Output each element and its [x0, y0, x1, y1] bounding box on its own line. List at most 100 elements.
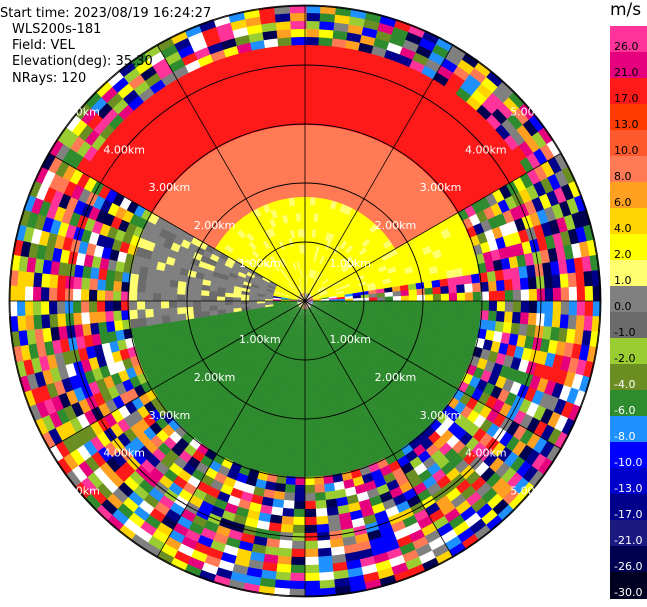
- range-gate: [76, 139, 93, 158]
- range-gate: [305, 76, 318, 86]
- range-gate: [242, 483, 256, 495]
- range-gate: [253, 104, 267, 116]
- range-gate: [271, 498, 285, 509]
- range-gate: [287, 254, 293, 264]
- range-gate: [305, 301, 308, 310]
- range-gate: [347, 275, 357, 282]
- range-gate: [274, 433, 284, 444]
- range-gate: [547, 156, 563, 176]
- range-gate: [292, 253, 297, 263]
- range-gate: [112, 75, 130, 93]
- range-gate: [82, 423, 98, 441]
- range-gate: [351, 363, 361, 373]
- range-gate: [48, 286, 58, 301]
- range-gate: [380, 340, 391, 350]
- range-gate: [254, 272, 264, 280]
- range-gate: [317, 254, 323, 264]
- range-gate: [309, 324, 314, 333]
- range-gate: [294, 331, 299, 341]
- range-gate: [308, 268, 312, 278]
- range-gate: [282, 307, 291, 313]
- range-gate: [358, 91, 373, 104]
- range-gate: [483, 206, 496, 221]
- range-gate: [496, 483, 514, 501]
- range-gate: [234, 281, 244, 288]
- range-gate: [419, 261, 430, 271]
- range-gate: [292, 279, 298, 288]
- range-gate: [345, 494, 359, 506]
- range-gate: [103, 235, 116, 250]
- range-gate: [304, 412, 312, 422]
- range-gate: [378, 265, 388, 273]
- range-gate: [468, 355, 481, 368]
- range-gate: [344, 233, 353, 243]
- range-gate: [515, 460, 532, 479]
- range-gate: [274, 252, 282, 261]
- range-gate: [265, 381, 274, 391]
- range-gate: [352, 341, 362, 350]
- range-gate: [324, 360, 331, 370]
- range-gate: [324, 232, 332, 242]
- range-gate: [240, 57, 257, 70]
- range-gate: [133, 100, 150, 117]
- range-gate: [351, 265, 361, 274]
- range-gate: [543, 206, 557, 224]
- range-gate: [181, 481, 197, 496]
- range-gate: [136, 282, 146, 293]
- range-gate: [377, 22, 396, 36]
- range-gate: [338, 261, 348, 270]
- range-gate: [330, 366, 338, 377]
- range-gate: [454, 499, 472, 516]
- range-gate: [62, 163, 78, 182]
- range-gate: [269, 338, 277, 347]
- range-ring-label: 1.00km: [329, 257, 371, 270]
- range-gate: [525, 401, 540, 419]
- range-gate: [363, 363, 374, 373]
- range-gate: [349, 315, 359, 322]
- range-gate: [276, 333, 284, 342]
- range-gate: [373, 240, 384, 250]
- range-gate: [282, 157, 292, 167]
- range-gate: [383, 336, 394, 346]
- start-time-label: Start time: 2023/08/19 16:24:27: [0, 6, 212, 21]
- range-gate: [340, 361, 349, 371]
- range-gate: [346, 97, 360, 109]
- range-gate: [285, 285, 293, 292]
- range-gate: [356, 369, 366, 380]
- range-gate: [495, 280, 506, 292]
- range-gate: [75, 443, 92, 462]
- range-gate: [102, 211, 116, 227]
- range-gate: [100, 198, 114, 214]
- range-gate: [388, 486, 404, 500]
- range-gate: [335, 447, 347, 459]
- range-gate: [530, 453, 547, 472]
- range-gate: [239, 250, 250, 259]
- range-gate: [559, 314, 570, 331]
- range-gate: [288, 272, 295, 281]
- range-gate: [249, 286, 259, 292]
- range-gate: [447, 316, 457, 326]
- range-gate: [323, 418, 332, 428]
- range-gate: [314, 499, 327, 510]
- range-gate: [280, 443, 290, 453]
- range-gate: [356, 321, 366, 328]
- range-gate: [325, 434, 336, 444]
- range-gate: [290, 164, 299, 174]
- range-gate: [423, 313, 433, 322]
- range-gate: [313, 253, 318, 263]
- range-gate: [353, 483, 367, 495]
- range-gate: [277, 281, 286, 288]
- range-gate: [310, 196, 317, 206]
- range-gate: [245, 566, 263, 578]
- range-gate: [526, 152, 542, 171]
- range-gate: [330, 263, 338, 272]
- range-gate: [211, 532, 229, 545]
- range-gate: [284, 319, 291, 328]
- range-gate: [322, 125, 334, 136]
- range-gate: [336, 95, 350, 106]
- range-gate: [519, 172, 535, 190]
- range-gate: [193, 230, 205, 241]
- range-gate: [257, 512, 272, 523]
- range-gate: [16, 299, 26, 317]
- range-gate: [297, 252, 302, 262]
